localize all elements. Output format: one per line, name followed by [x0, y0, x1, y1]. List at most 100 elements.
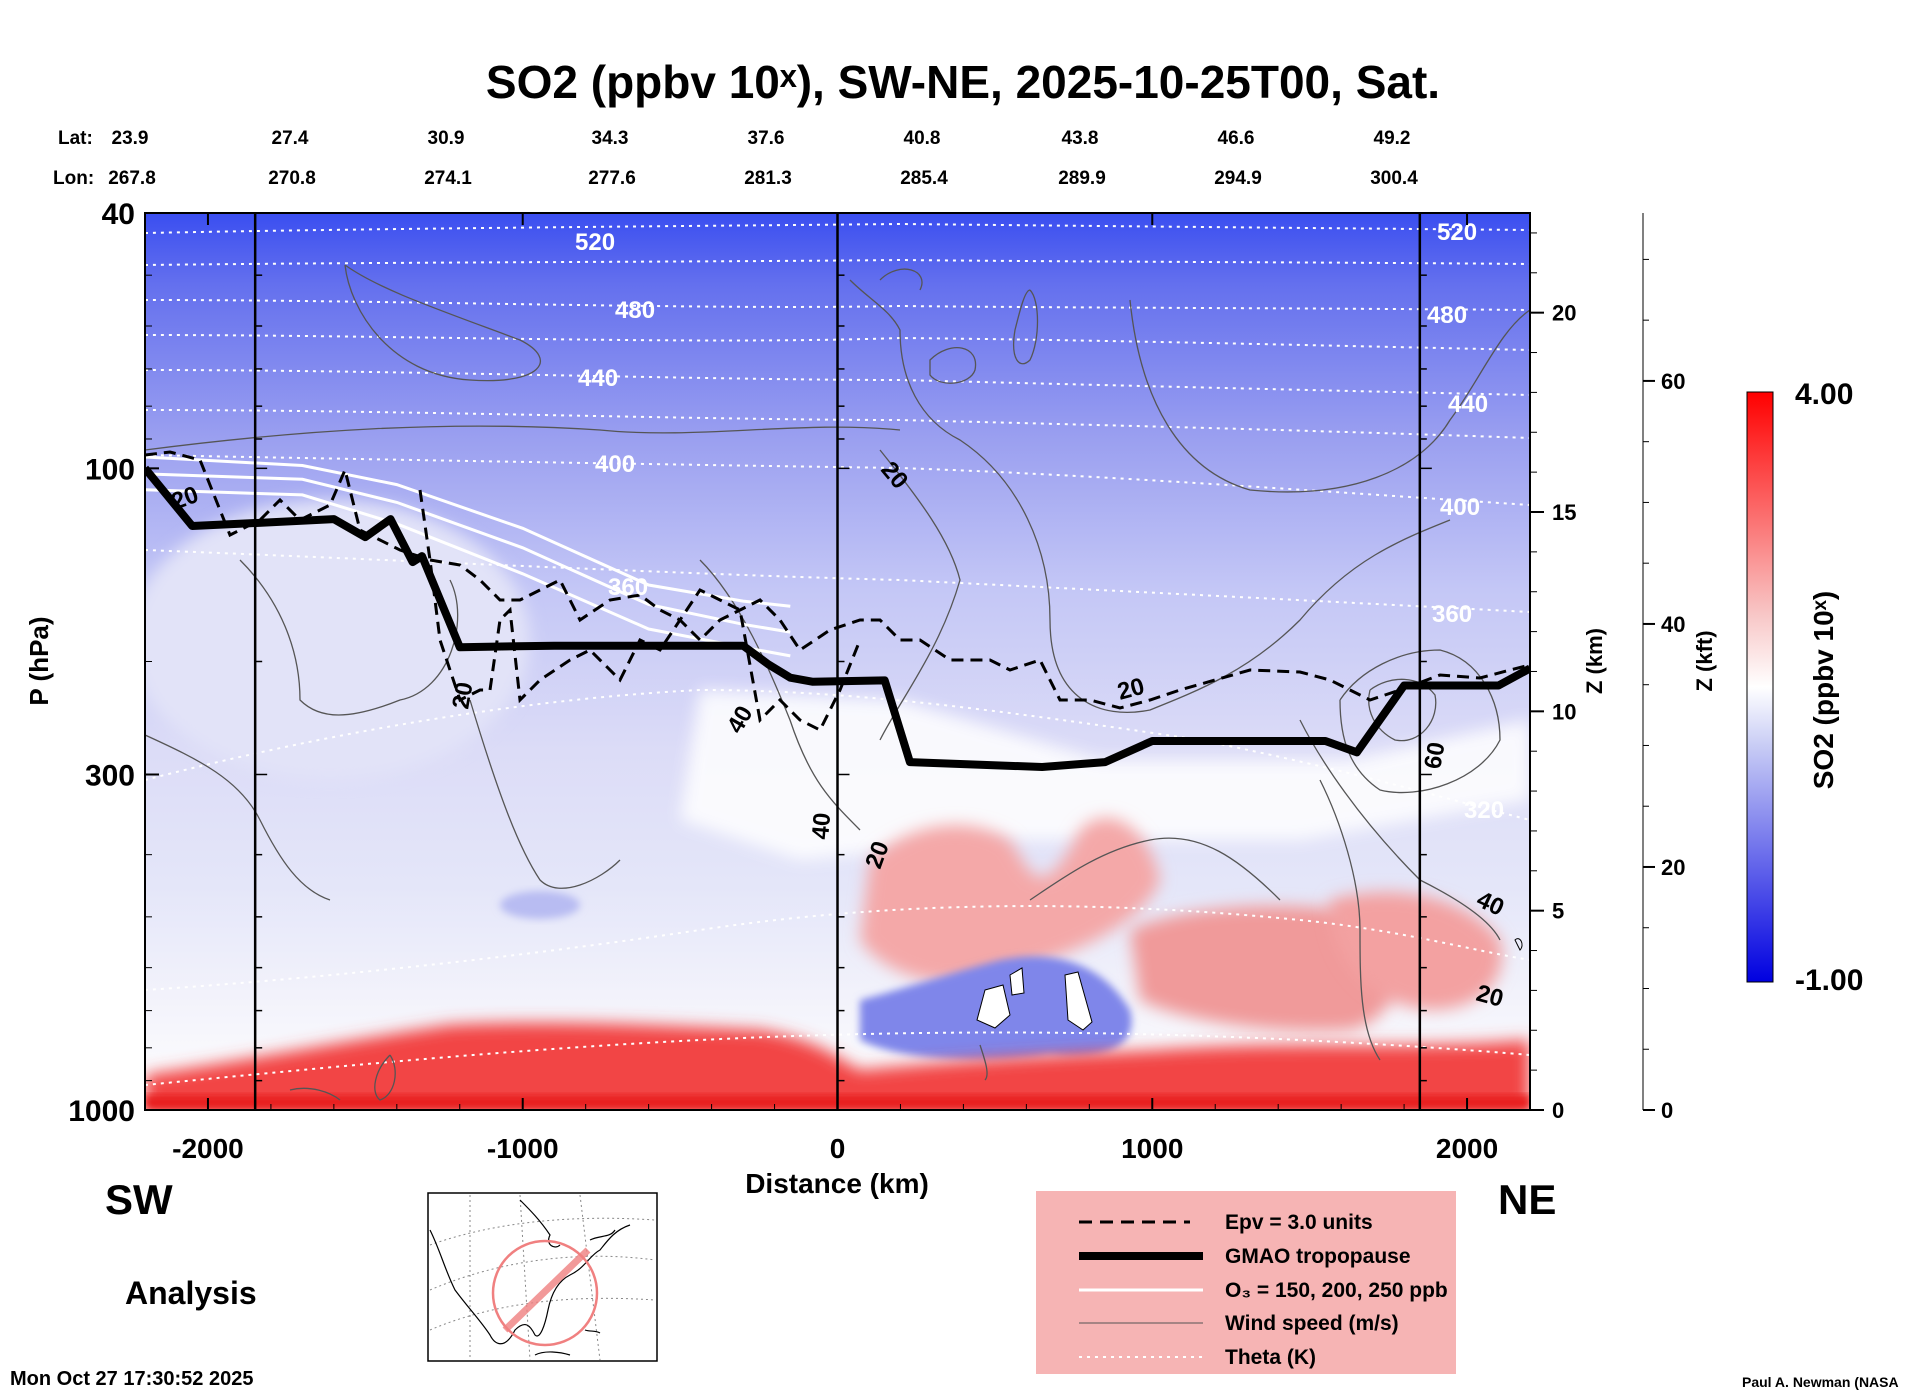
x-tick-label: 0 — [830, 1133, 846, 1164]
map-coastline — [589, 1229, 616, 1241]
z-km-tick-label: 20 — [1552, 301, 1576, 326]
theta-contour-line — [145, 905, 1530, 991]
sw-label: SW — [105, 1176, 173, 1223]
so2-field-red-lobe — [860, 818, 1160, 983]
z-kft-axis-label: Z (kft) — [1692, 630, 1717, 691]
wind-contour-line — [879, 268, 923, 291]
z-kft-tick-label: 0 — [1661, 1098, 1673, 1123]
legend-label: Epv = 3.0 units — [1225, 1211, 1373, 1234]
map-transect-line — [502, 1247, 591, 1333]
timestamp: Mon Oct 27 17:30:52 2025 — [10, 1368, 253, 1390]
z-kft-tick-label: 60 — [1661, 369, 1685, 394]
theta-contour-line — [145, 222, 1530, 234]
theta-contour-line — [145, 369, 1530, 396]
y-tick-label: 100 — [85, 453, 135, 486]
x-tick-label: -2000 — [172, 1133, 244, 1164]
legend-label: GMAO tropopause — [1225, 1245, 1411, 1268]
colorbar: 4.00 -1.00 SO2 (ppbv 10ˣ) — [1746, 378, 1863, 997]
z-km-tick-label: 5 — [1552, 899, 1564, 924]
wind-contour-line — [849, 279, 1451, 714]
y-axis-z-kft: 0 20 40 60 — [1642, 213, 1685, 1123]
theta-contour-line — [145, 1031, 1530, 1086]
theta-label: 520 — [575, 229, 615, 256]
lon-value: 294.9 — [1214, 168, 1262, 189]
epv-line — [418, 489, 862, 733]
colorbar-label: SO2 (ppbv 10ˣ) — [1808, 591, 1839, 790]
y-tick-label: 300 — [85, 759, 135, 792]
so2-field-blue-patch — [500, 891, 580, 919]
colorbar-min-label: -1.00 — [1795, 964, 1863, 997]
o3-line — [145, 455, 791, 608]
wind-contour-line — [1368, 678, 1437, 742]
wind-contour-line — [1339, 649, 1501, 794]
x-tick-label: -1000 — [487, 1133, 559, 1164]
epv-line — [145, 450, 1530, 710]
z-kft-tick-label: 40 — [1661, 612, 1685, 637]
wind-contour-line — [929, 347, 977, 384]
so2-field-blob — [145, 500, 530, 780]
theta-contour-line — [145, 549, 1530, 613]
map-coastline — [534, 1351, 571, 1356]
wind-contour-line — [145, 734, 331, 901]
wind-contour-line — [374, 1054, 396, 1101]
wind-label: 60 — [1419, 740, 1450, 771]
map-gridline — [429, 1255, 656, 1291]
so2-field-white-patch — [976, 984, 1011, 1029]
lon-label: Lon: — [53, 168, 94, 189]
x-tick-label: 1000 — [1121, 1133, 1183, 1164]
wind-contour-line — [1029, 837, 1281, 901]
legend: Epv = 3.0 units GMAO tropopause O₃ = 150… — [1036, 1191, 1456, 1374]
legend-label: O₃ = 150, 200, 250 ppb — [1225, 1279, 1448, 1302]
analysis-label: Analysis — [125, 1275, 257, 1311]
so2-field-red-patch — [1330, 892, 1502, 1010]
wind-label: 40 — [807, 812, 836, 841]
theta-label: 320 — [1464, 797, 1504, 824]
y-tick-label: 40 — [102, 198, 135, 231]
lat-value: 46.6 — [1218, 128, 1255, 149]
theta-contour-line — [145, 409, 1530, 439]
y-axis-pressure: 40 100 300 1000 — [68, 198, 159, 1128]
so2-field-red-lobe — [1130, 906, 1400, 1031]
map-coastline — [429, 1224, 631, 1345]
theta-label: 360 — [1432, 601, 1472, 628]
theta-label: 400 — [595, 451, 635, 478]
theta-contour-line — [145, 334, 1530, 351]
theta-label: 440 — [1448, 391, 1488, 418]
map-coastline — [584, 1329, 601, 1334]
lat-value: 27.4 — [272, 128, 309, 149]
lat-value: 49.2 — [1374, 128, 1411, 149]
z-km-tick-label: 0 — [1552, 1098, 1564, 1123]
lon-value: 285.4 — [900, 168, 948, 189]
colorbar-max-label: 4.00 — [1795, 378, 1853, 411]
x-tick-label: 2000 — [1436, 1133, 1498, 1164]
lon-value: 300.4 — [1370, 168, 1418, 189]
chart-title: SO2 (ppbv 10ˣ), SW-NE, 2025-10-25T00, Sa… — [486, 56, 1440, 108]
wind-contour-line — [979, 1044, 988, 1081]
map-domain-circle — [491, 1239, 599, 1347]
ne-label: NE — [1498, 1176, 1556, 1223]
theta-label: 480 — [615, 297, 655, 324]
theta-contour-line — [145, 258, 1530, 266]
map-coastlines — [429, 1199, 631, 1356]
lon-value: 274.1 — [424, 168, 472, 189]
legend-label: Theta (K) — [1225, 1346, 1316, 1369]
lat-value: 34.3 — [592, 128, 629, 149]
theta-label: 480 — [1427, 302, 1467, 329]
y-axis-label: P (hPa) — [24, 616, 54, 705]
inset-map — [427, 1192, 658, 1362]
wind-label: 20 — [447, 680, 478, 711]
wind-speed-contours — [145, 264, 1530, 1101]
x-axis: -2000 -1000 0 1000 2000 — [172, 213, 1498, 1164]
wind-contour-line — [1013, 289, 1039, 365]
legend-label: Wind speed (m/s) — [1225, 1312, 1399, 1335]
lat-row: Lat: 23.9 27.4 30.9 34.3 37.6 40.8 43.8 46.6 49.… — [58, 128, 1410, 149]
x-axis-label: Distance (km) — [745, 1168, 929, 1199]
wind-contour-line — [879, 449, 961, 741]
lat-value: 43.8 — [1062, 128, 1099, 149]
z-km-axis-label: Z (km) — [1582, 628, 1607, 694]
lat-value: 37.6 — [748, 128, 785, 149]
credit: Paul A. Newman (NASA — [1742, 1374, 1899, 1390]
theta-label: 520 — [1437, 219, 1477, 246]
lon-value: 281.3 — [744, 168, 792, 189]
